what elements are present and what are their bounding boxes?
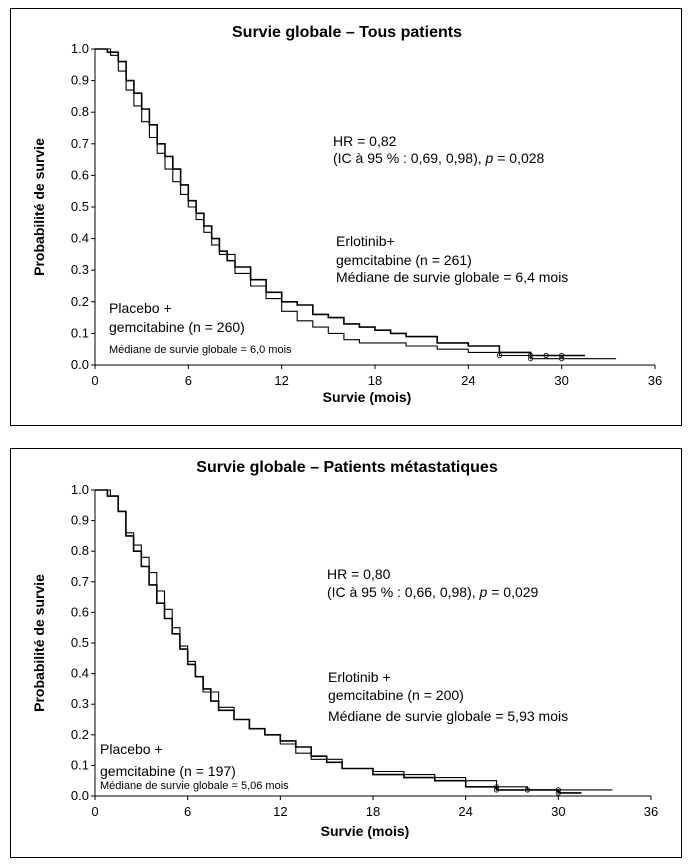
censor-mark-placebo	[555, 787, 561, 793]
x-axis-label: Survie (mois)	[321, 823, 410, 839]
legend-placebo-line1: Placebo +	[100, 741, 163, 757]
x-tick-label: 36	[644, 804, 658, 819]
hr-value: HR = 0,80	[327, 566, 391, 582]
x-tick-label: 6	[185, 373, 192, 388]
y-tick-label: 0.2	[71, 294, 89, 309]
y-tick-label: 0.2	[71, 727, 89, 742]
x-tick-label: 12	[274, 373, 288, 388]
hr-confidence-interval: (IC à 95 % : 0,66, 0,98), p = 0,029	[327, 584, 539, 600]
y-tick-label: 0.8	[71, 104, 89, 119]
legend-erlotinib-line1: Erlotinib+	[336, 233, 395, 249]
x-tick-label: 0	[91, 804, 98, 819]
chart-panel-all-patients: Survie globale – Tous patients 0.0 0.1 0.2 0…	[10, 8, 682, 426]
x-tick-label: 24	[458, 804, 472, 819]
x-tick-label: 24	[461, 373, 475, 388]
x-tick-label: 18	[366, 804, 380, 819]
censor-mark-placebo	[524, 787, 531, 793]
y-axis-label: Probabilité de survie	[31, 574, 47, 712]
survival-chart-metastatic: Survie globale – Patients métastatiques 0…	[31, 459, 658, 839]
censor-mark-placebo	[559, 356, 565, 362]
x-tick-label: 18	[368, 373, 382, 388]
censor-mark-placebo	[493, 784, 500, 790]
hr-p-value: = 0,029	[487, 584, 538, 600]
y-axis-label: Probabilité de survie	[31, 138, 47, 276]
legend-placebo-line2: gemcitabine (n = 197)	[100, 763, 236, 779]
y-tick-label: 0.0	[71, 357, 89, 372]
median-erlotinib: Médiane de survie globale = 6,4 mois	[336, 269, 568, 285]
legend-placebo-line2: gemcitabine (n = 260)	[109, 319, 245, 335]
censor-mark-erlotinib	[543, 352, 549, 359]
censor-mark-erlotinib	[527, 352, 534, 359]
censor-mark-erlotinib	[493, 787, 500, 793]
chart-panel-metastatic: Survie globale – Patients métastatiques 0…	[10, 448, 682, 858]
hr-p-value: = 0,028	[493, 150, 544, 166]
x-tick-label: 36	[648, 373, 662, 388]
y-tick-label: 1.0	[71, 41, 89, 56]
y-tick-label: 0.1	[71, 757, 89, 772]
hr-confidence-interval: (IC à 95 % : 0,69, 0,98), p = 0,028	[333, 150, 545, 166]
y-tick-label: 0.3	[71, 696, 89, 711]
hr-ci-text: (IC à 95 % : 0,66, 0,98),	[327, 584, 480, 600]
survival-chart-all-patients: Survie globale – Tous patients 0.0 0.1 0.2 0…	[31, 24, 662, 405]
chart-title: Survie globale – Tous patients	[232, 24, 462, 41]
censor-mark-erlotinib	[559, 352, 565, 359]
y-tick-label: 0.4	[71, 666, 89, 681]
legend-erlotinib-line2: gemcitabine (n = 200)	[328, 687, 464, 703]
y-tick-label: 0.3	[71, 262, 89, 277]
x-tick-label: 12	[273, 804, 287, 819]
y-tick-label: 0.6	[71, 604, 89, 619]
hr-p-symbol: p	[485, 150, 494, 166]
y-tick-label: 0.5	[71, 635, 89, 650]
chart-title: Survie globale – Patients métastatiques	[196, 459, 498, 476]
median-placebo: Médiane de survie globale = 6,0 mois	[109, 344, 292, 356]
hr-value: HR = 0,82	[333, 133, 397, 149]
hr-p-symbol: p	[479, 584, 488, 600]
y-tick-label: 0.9	[71, 73, 89, 88]
legend-erlotinib-line2: gemcitabine (n = 261)	[336, 252, 472, 268]
y-tick-label: 0.0	[71, 788, 89, 803]
x-axis-label: Survie (mois)	[323, 389, 412, 405]
median-placebo: Médiane de survie globale = 5,06 mois	[100, 780, 289, 792]
x-tick-label: 30	[551, 804, 565, 819]
y-tick-label: 0.1	[71, 325, 89, 340]
y-tick-label: 0.7	[71, 574, 89, 589]
censor-mark-erlotinib	[555, 790, 561, 796]
y-tick-label: 0.6	[71, 167, 89, 182]
series-line-placebo	[95, 48, 617, 360]
y-tick-label: 0.9	[71, 513, 89, 528]
x-tick-label: 30	[554, 373, 568, 388]
y-tick-label: 0.7	[71, 136, 89, 151]
hr-ci-text: (IC à 95 % : 0,69, 0,98),	[333, 150, 486, 166]
legend-placebo-line1: Placebo +	[109, 300, 172, 316]
y-tick-label: 0.8	[71, 543, 89, 558]
y-tick-label: 1.0	[71, 482, 89, 497]
y-tick-label: 0.4	[71, 231, 89, 246]
legend-erlotinib-line1: Erlotinib +	[328, 669, 391, 685]
censor-mark-placebo	[496, 352, 503, 359]
median-erlotinib: Médiane de survie globale = 5,93 mois	[328, 708, 568, 724]
y-tick-label: 0.5	[71, 199, 89, 214]
x-tick-label: 0	[91, 373, 98, 388]
x-tick-label: 6	[184, 804, 191, 819]
series-line-erlotinib	[95, 489, 582, 794]
series-line-placebo	[95, 489, 613, 791]
censor-mark-placebo	[527, 356, 534, 362]
